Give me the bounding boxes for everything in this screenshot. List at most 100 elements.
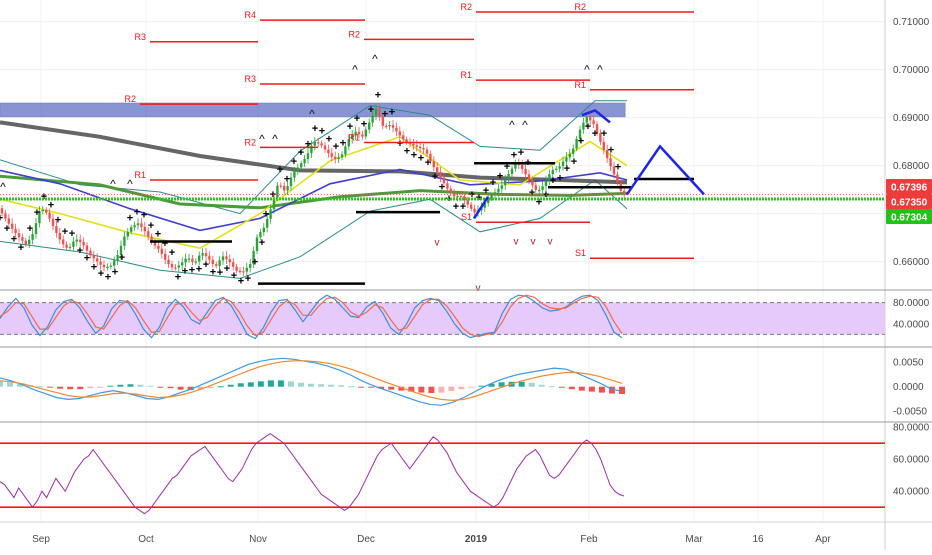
candle-body — [116, 255, 119, 261]
candle-body — [79, 239, 82, 242]
candle-body — [425, 149, 429, 154]
macd-histogram-bar — [247, 382, 254, 387]
macd-histogram-bar — [167, 386, 174, 389]
candle-body — [51, 218, 55, 227]
pivot-label: R2 — [244, 137, 256, 147]
candle-body — [531, 180, 534, 186]
fractal-up-marker: ^ — [309, 107, 315, 121]
candle-body — [45, 209, 48, 213]
sar-marker: + — [203, 259, 209, 271]
sar-marker: + — [375, 90, 381, 102]
candle-body — [92, 255, 95, 259]
stochastic-tick-label: 40.0000 — [893, 319, 930, 330]
macd-histogram-bar — [318, 384, 325, 387]
macd-histogram-bar — [117, 384, 124, 387]
sar-marker: + — [319, 126, 325, 138]
price-tag-label: 0.67350 — [891, 198, 928, 209]
macd-histogram-bar — [578, 386, 585, 391]
candle-body — [21, 237, 24, 241]
sar-marker: + — [333, 141, 339, 153]
candle-body — [602, 141, 605, 150]
candle-body — [62, 239, 65, 245]
candle-body — [126, 231, 129, 237]
x-axis-label: Mar — [685, 534, 703, 545]
candle-body — [402, 135, 405, 140]
candle-body — [7, 218, 10, 224]
fractal-up-marker: ^ — [584, 63, 590, 77]
sar-marker: + — [460, 201, 466, 213]
candle-body — [255, 237, 259, 251]
candle-body — [218, 260, 221, 266]
sar-marker: + — [77, 245, 83, 257]
projection-path — [625, 144, 705, 196]
sar-marker: + — [18, 242, 24, 254]
candle-body — [555, 168, 558, 170]
candle-body — [204, 253, 208, 257]
sar-marker: + — [425, 157, 431, 169]
candle-body — [293, 171, 296, 178]
candle-body — [544, 180, 548, 187]
candle-body — [170, 263, 174, 268]
candle-body — [259, 232, 262, 238]
candle-body — [164, 253, 167, 260]
candle-body — [551, 169, 554, 175]
candle-body — [28, 239, 31, 245]
vertical-grid — [40, 0, 824, 522]
candle-body — [565, 157, 568, 162]
sar-marker: + — [557, 173, 563, 185]
candle-body — [449, 188, 452, 194]
candles — [0, 103, 626, 277]
candle-body — [442, 177, 446, 184]
macd-histogram-bar — [448, 386, 455, 392]
sar-marker: + — [585, 121, 591, 133]
sar-marker: + — [34, 207, 40, 219]
macd-histogram-bar — [87, 386, 94, 389]
ma-20-line — [0, 135, 628, 250]
sar-marker: + — [608, 145, 614, 157]
candle-body — [504, 179, 507, 186]
x-axis-label: Apr — [815, 534, 831, 545]
candle-body — [0, 208, 4, 214]
macd-histogram-bar — [57, 386, 64, 389]
sar-marker: + — [259, 237, 265, 249]
rsi-tick-label: 40.0000 — [893, 487, 930, 498]
candle-body — [463, 196, 466, 201]
candle-body — [323, 145, 327, 150]
candle-body — [595, 124, 599, 134]
candle-body — [14, 228, 17, 234]
macd-histogram-bar — [0, 381, 3, 387]
candle-body — [296, 167, 299, 172]
candle-body — [405, 139, 408, 142]
macd-histogram-bar — [488, 383, 495, 387]
candle-body — [395, 127, 398, 132]
stochastic-band — [0, 302, 885, 335]
macd-histogram-bar — [608, 386, 615, 394]
sar-marker: + — [497, 170, 503, 182]
sar-marker: + — [169, 247, 175, 259]
candle-body — [38, 211, 41, 224]
candle-body — [266, 218, 269, 228]
candle-body — [147, 231, 150, 237]
candle-body — [497, 188, 500, 193]
candle-body — [72, 241, 75, 247]
sar-marker: + — [224, 263, 230, 275]
x-axis-label: Dec — [357, 534, 375, 545]
candle-body — [109, 265, 112, 267]
candle-body — [527, 174, 531, 181]
macd-histogram-bar — [177, 386, 184, 390]
candle-body — [500, 185, 503, 189]
candle-body — [75, 239, 78, 242]
macd-histogram-bar — [227, 384, 234, 387]
candle-body — [351, 135, 354, 140]
sar-marker: + — [368, 104, 374, 116]
sar-marker: + — [571, 156, 577, 168]
sar-marker: + — [98, 268, 104, 280]
parabolic-sar: +++++++++ +++++ + ++++ ++++++ + + + ++ + ++ + ++++++… — [0, 90, 621, 288]
sar-marker: + — [84, 253, 90, 265]
sar-marker: + — [27, 223, 33, 235]
candle-body — [184, 258, 187, 263]
candle-body — [568, 153, 571, 158]
macd-histogram-bar — [47, 386, 54, 388]
candle-body — [17, 233, 21, 238]
